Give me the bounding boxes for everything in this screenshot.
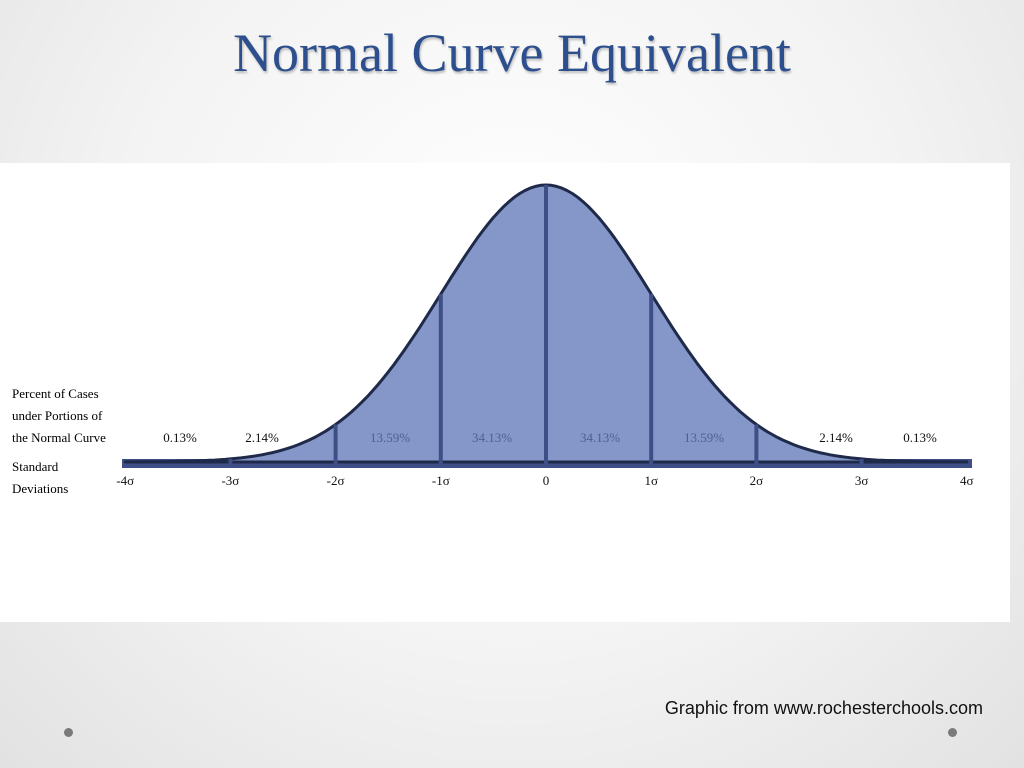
slide-title: Normal Curve Equivalent: [233, 23, 791, 83]
percent-label: 2.14%: [819, 430, 853, 445]
source-credit: Graphic from www.rochesterchools.com: [664, 698, 983, 718]
deviation-label: -3σ: [221, 473, 239, 488]
percent-label: 0.13%: [903, 430, 937, 445]
deviation-label: 3σ: [855, 473, 869, 488]
deviation-label: -1σ: [432, 473, 450, 488]
deviation-row-label: Standard: [12, 459, 59, 474]
deviation-label: 1σ: [644, 473, 658, 488]
curve: [122, 183, 972, 468]
percent-label: 34.13%: [472, 430, 512, 445]
percent-label: 34.13%: [580, 430, 620, 445]
percent-row-label: Percent of Cases: [12, 386, 99, 401]
deviation-label: -2σ: [327, 473, 345, 488]
deviation-row-label: Deviations: [12, 481, 68, 496]
percent-row-label: the Normal Curve: [12, 430, 106, 445]
deviation-label: 0: [543, 473, 550, 488]
percent-row-label: under Portions of: [12, 408, 103, 423]
percent-label: 0.13%: [163, 430, 197, 445]
percent-label: 13.59%: [370, 430, 410, 445]
deviation-label: 2σ: [750, 473, 764, 488]
percent-label: 13.59%: [684, 430, 724, 445]
figure-panel: Percent of Cases under Portions of the Nor…: [0, 163, 1010, 622]
percent-label: 2.14%: [245, 430, 279, 445]
labels: Percent of Cases under Portions of the Nor…: [12, 386, 974, 496]
deviation-label: 4σ: [960, 473, 974, 488]
deviation-label: -4σ: [116, 473, 134, 488]
slide-dot: [948, 728, 957, 737]
normal-curve-figure: Percent of Cases under Portions of the Nor…: [12, 183, 974, 496]
slide-dot: [64, 728, 73, 737]
